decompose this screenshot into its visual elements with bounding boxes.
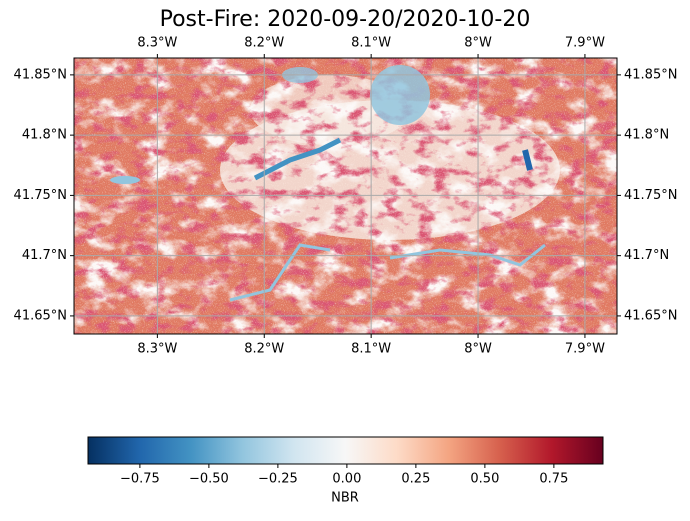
colorbar [87, 436, 604, 465]
y-tick-label: 41.75°N [14, 188, 67, 203]
x-tick-label: 8.3°W [137, 36, 177, 51]
y-tick-label: 41.7°N [624, 248, 669, 263]
raster-texture [74, 58, 617, 334]
x-tick-label: 7.9°W [565, 342, 605, 357]
colorbar-tick-label: 0.00 [332, 472, 361, 487]
y-tick-label: 41.75°N [624, 188, 677, 203]
colorbar-label: NBR [331, 491, 359, 506]
y-tick-label: 41.8°N [624, 128, 669, 143]
colorbar-tick-label: −0.75 [120, 472, 160, 487]
x-tick-label: 7.9°W [565, 36, 605, 51]
y-tick-label: 41.65°N [624, 308, 677, 323]
y-tick-label: 41.85°N [14, 67, 67, 82]
colorbar-tick-label: 0.75 [539, 472, 568, 487]
x-tick-label: 8.2°W [244, 342, 284, 357]
colorbar-tick-label: −0.25 [258, 472, 298, 487]
y-tick-label: 41.7°N [22, 248, 67, 263]
x-tick-label: 8.1°W [351, 36, 391, 51]
raster-lake [110, 176, 140, 184]
grid [74, 58, 617, 334]
x-tick-label: 8.2°W [244, 36, 284, 51]
raster-river [389, 243, 546, 267]
raster-lake [370, 65, 430, 125]
x-tick-label: 8.1°W [351, 342, 391, 357]
colorbar-tick-label: −0.50 [189, 472, 229, 487]
y-tick-label: 41.85°N [624, 67, 677, 82]
colorbar-tick-label: 0.50 [470, 472, 499, 487]
y-tick-label: 41.65°N [14, 308, 67, 323]
chart-title: Post-Fire: 2020-09-20/2020-10-20 [160, 7, 531, 32]
map-frame [73, 57, 618, 335]
y-tick-label: 41.8°N [22, 128, 67, 143]
colorbar-tick-label: 0.25 [401, 472, 430, 487]
x-tick-label: 8°W [464, 342, 492, 357]
raster-river [253, 137, 342, 181]
x-tick-label: 8°W [464, 36, 492, 51]
map-raster [74, 58, 617, 334]
raster-river [229, 243, 331, 302]
x-tick-label: 8.3°W [137, 342, 177, 357]
raster-lake [522, 149, 533, 171]
